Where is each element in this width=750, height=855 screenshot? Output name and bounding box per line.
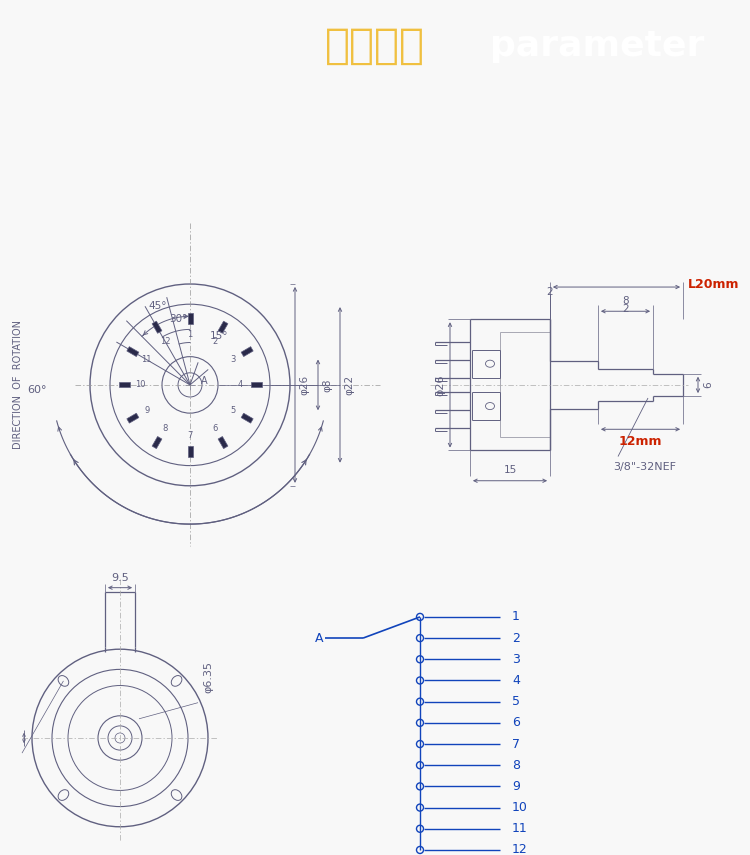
Text: 3/8"-32NEF: 3/8"-32NEF [613, 462, 676, 472]
Text: 45°: 45° [148, 301, 167, 311]
Text: 2: 2 [512, 632, 520, 645]
Text: 3: 3 [230, 355, 236, 364]
Text: 11: 11 [512, 823, 528, 835]
Text: 6: 6 [212, 424, 217, 433]
Polygon shape [188, 446, 193, 457]
Text: 7: 7 [188, 431, 193, 439]
Text: 1: 1 [512, 610, 520, 623]
Text: 5: 5 [512, 695, 520, 708]
Polygon shape [242, 413, 254, 423]
Text: φ26: φ26 [435, 374, 445, 396]
Text: φ8: φ8 [322, 378, 332, 392]
Polygon shape [152, 437, 162, 449]
Text: 8: 8 [622, 296, 628, 306]
Text: 2: 2 [622, 304, 628, 315]
Text: φ22: φ22 [344, 374, 354, 395]
Text: 11: 11 [142, 355, 152, 364]
Text: 9: 9 [144, 405, 149, 415]
Polygon shape [251, 382, 262, 387]
Text: 12: 12 [512, 843, 528, 855]
Text: 10: 10 [512, 801, 528, 814]
Text: 12mm: 12mm [619, 435, 662, 448]
Polygon shape [218, 437, 228, 449]
Text: 产品参数: 产品参数 [325, 25, 425, 68]
Text: A: A [201, 376, 207, 386]
Text: DIRECTION  OF  ROTATION: DIRECTION OF ROTATION [13, 321, 23, 450]
Polygon shape [218, 321, 228, 333]
Text: 12: 12 [160, 337, 170, 345]
Polygon shape [118, 382, 130, 387]
Text: 4: 4 [237, 380, 243, 389]
Polygon shape [188, 313, 193, 324]
Text: 6: 6 [703, 381, 713, 388]
Polygon shape [127, 346, 139, 357]
Text: A: A [314, 632, 323, 645]
Text: 5: 5 [231, 405, 236, 415]
Polygon shape [127, 413, 139, 423]
Text: 8: 8 [512, 758, 520, 772]
Text: 6: 6 [512, 716, 520, 729]
Text: parameter: parameter [490, 29, 704, 63]
Text: 15: 15 [503, 464, 517, 475]
Text: 4: 4 [512, 674, 520, 687]
Text: 15°: 15° [210, 331, 229, 340]
Text: 2: 2 [547, 287, 554, 298]
Text: 7: 7 [512, 738, 520, 751]
Polygon shape [152, 321, 162, 333]
Text: 9: 9 [512, 780, 520, 793]
Polygon shape [242, 346, 254, 357]
Text: L20mm: L20mm [688, 278, 740, 291]
Text: φ26: φ26 [299, 374, 309, 395]
Text: 60°: 60° [28, 385, 47, 395]
Text: 1: 1 [188, 330, 193, 339]
Text: 8: 8 [162, 424, 168, 433]
Text: 3: 3 [512, 652, 520, 666]
Text: φ6.35: φ6.35 [203, 662, 213, 693]
Text: 2: 2 [212, 337, 217, 345]
Text: 30°: 30° [169, 315, 188, 324]
Text: 9.5: 9.5 [111, 573, 129, 582]
Text: 10: 10 [135, 380, 146, 389]
